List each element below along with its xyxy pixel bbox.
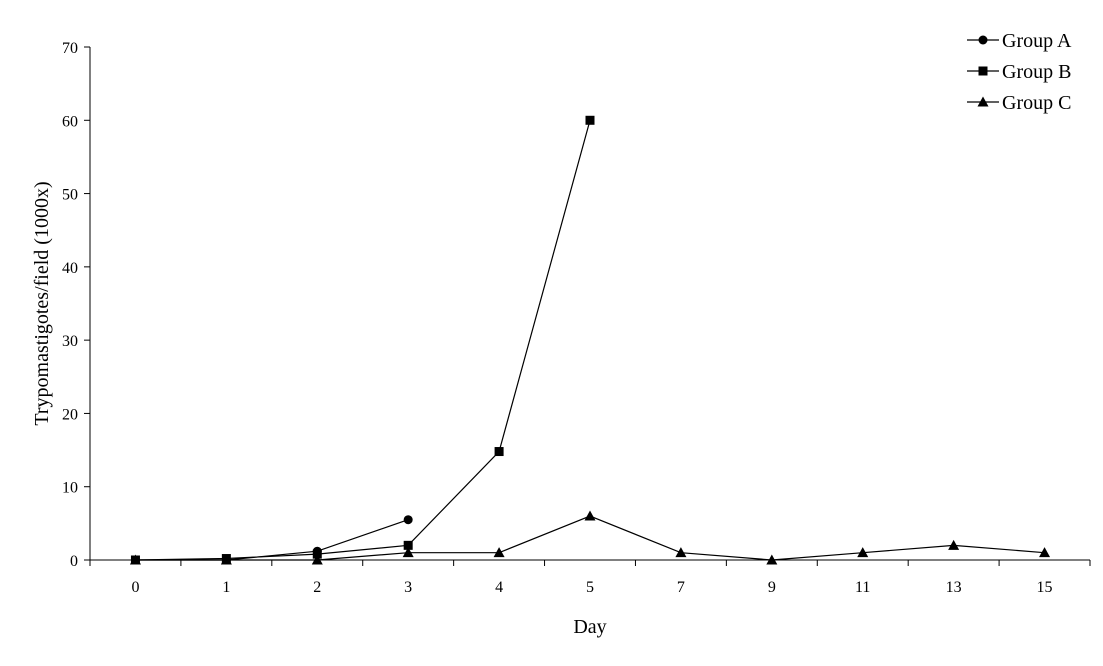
legend-item: Group C (967, 92, 1071, 114)
x-tick-label: 9 (768, 579, 776, 596)
y-tick-label: 50 (62, 187, 78, 204)
y-tick-label: 60 (62, 113, 78, 130)
data-point (948, 539, 960, 550)
series-group-a (130, 515, 413, 565)
x-tick-label: 11 (855, 579, 870, 596)
x-tick-label: 1 (222, 579, 230, 596)
legend-item: Group B (967, 61, 1071, 83)
legend-label: Group B (1002, 61, 1071, 83)
data-point (675, 547, 687, 558)
series-line (135, 519, 409, 561)
x-tick-label: 15 (1037, 579, 1053, 596)
data-point (312, 549, 322, 559)
data-point (129, 554, 141, 565)
legend-item: Group A (967, 30, 1072, 52)
axes: 0 10 20 30 40 50 60 70 0 1 2 3 4 5 7 9 11 13 15 (62, 40, 1091, 596)
data-point (584, 510, 596, 521)
y-tick-label: 30 (62, 333, 78, 350)
data-point (311, 554, 323, 565)
x-axis-title: Day (573, 616, 606, 638)
legend-label: Group C (1002, 92, 1071, 114)
data-point (493, 547, 505, 558)
data-point (403, 515, 413, 525)
x-tick-label: 13 (946, 579, 962, 596)
y-tick-label: 70 (62, 40, 78, 57)
y-tick-label: 40 (62, 260, 78, 277)
series-group-c (129, 510, 1051, 565)
legend-marker (978, 66, 988, 76)
x-tick-label: 2 (313, 579, 321, 596)
legend-marker (978, 35, 988, 45)
data-point (585, 115, 595, 125)
series-group-b (130, 115, 595, 565)
data-point (403, 540, 413, 550)
x-tick-label: 3 (404, 579, 412, 596)
y-axis-title: Trypomastigotes/field (1000x) (31, 181, 53, 425)
data-point (494, 447, 504, 457)
x-tick-label: 0 (131, 579, 139, 596)
legend-label: Group A (1002, 30, 1072, 52)
y-tick-label: 20 (62, 406, 78, 423)
data-point (1039, 547, 1051, 558)
legend: Group A Group B Group C (967, 30, 1072, 114)
y-tick-label: 0 (70, 553, 78, 570)
y-tick-label: 10 (62, 480, 78, 497)
x-tick-label: 4 (495, 579, 503, 596)
legend-marker (977, 96, 989, 107)
x-tick-label: 5 (586, 579, 594, 596)
data-point (402, 547, 414, 558)
series-line (135, 515, 1045, 561)
series-layer (129, 115, 1051, 565)
series-line (135, 120, 591, 561)
data-point (766, 554, 778, 565)
data-point (857, 547, 869, 558)
x-tick-label: 7 (677, 579, 685, 596)
data-point (220, 554, 232, 565)
